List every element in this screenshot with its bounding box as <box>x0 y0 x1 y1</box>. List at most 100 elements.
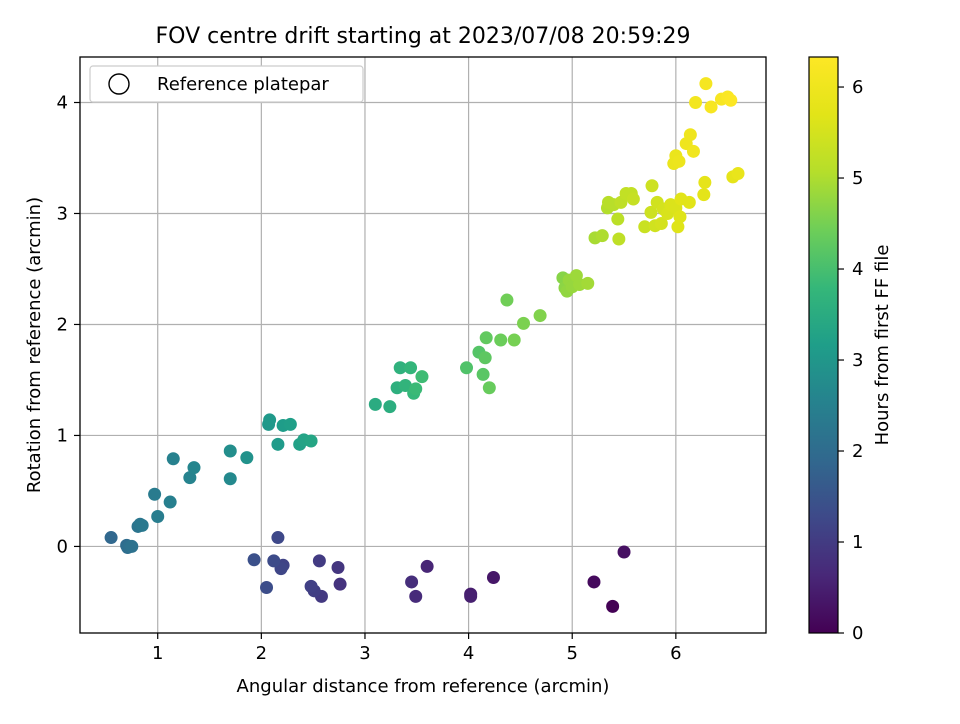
scatter-point <box>409 589 423 603</box>
scatter-point <box>507 333 521 347</box>
scatter-point <box>638 220 652 234</box>
scatter-point <box>486 571 500 585</box>
legend-entry-label: Reference platepar <box>157 74 329 95</box>
scatter-point <box>260 580 274 594</box>
x-axis-label: Angular distance from reference (arcmin) <box>237 676 610 697</box>
scatter-point <box>404 361 418 375</box>
colorbar: 0 1 2 3 4 5 6 Hours from first FF file <box>808 56 893 644</box>
colorbar-tick-label: 5 <box>852 168 863 189</box>
scatter-point <box>704 100 718 114</box>
scatter-point <box>405 575 419 589</box>
scatter-point <box>697 188 711 202</box>
colorbar-tick-label: 2 <box>852 441 863 462</box>
data-points <box>104 77 745 613</box>
plot-frame <box>79 56 767 634</box>
y-tick-label: 0 <box>57 536 68 557</box>
scatter-point <box>672 154 686 168</box>
scatter-point <box>476 367 490 381</box>
scatter-point <box>263 413 277 427</box>
scatter-point <box>464 589 478 603</box>
y-axis-label: Rotation from reference (arcmin) <box>24 197 45 493</box>
scatter-point <box>479 331 493 345</box>
scatter-point <box>415 370 429 384</box>
colorbar-tick-label: 3 <box>852 350 863 371</box>
scatter-point <box>368 397 382 411</box>
x-tick-label: 2 <box>256 643 267 664</box>
scatter-point <box>482 381 496 395</box>
scatter-point <box>304 579 318 593</box>
colorbar-tick-label: 1 <box>852 532 863 553</box>
colorbar-tick-label: 4 <box>852 259 863 280</box>
scatter-point <box>135 518 149 532</box>
scatter-point <box>187 461 201 475</box>
x-tick-label: 5 <box>566 643 577 664</box>
scatter-point <box>166 452 180 466</box>
scatter-point <box>393 361 407 375</box>
x-tick-label: 1 <box>152 643 163 664</box>
scatter-point <box>271 531 285 545</box>
scatter-point <box>686 144 700 158</box>
scatter-point <box>671 220 685 234</box>
scatter-point <box>533 309 547 323</box>
scatter-point <box>267 554 281 568</box>
scatter-point <box>644 205 658 219</box>
chart-title: FOV centre drift starting at 2023/07/08 … <box>156 24 691 49</box>
y-tick-label: 1 <box>57 425 68 446</box>
scatter-point <box>517 316 531 330</box>
scatter-point <box>333 577 347 591</box>
scatter-point <box>398 379 412 393</box>
scatter-point <box>698 175 712 189</box>
scatter-point <box>271 437 285 451</box>
colorbar-tick-label: 6 <box>852 77 863 98</box>
scatter-point <box>581 276 595 290</box>
scatter-point <box>240 451 254 465</box>
legend: Reference platepar <box>89 65 364 103</box>
colorbar-gradient <box>808 56 839 634</box>
scatter-point <box>420 559 434 573</box>
x-tick-label: 4 <box>463 643 474 664</box>
scatter-point <box>606 599 620 613</box>
axis-ticks: 1 2 3 4 5 6 0 1 2 3 4 <box>57 93 682 664</box>
legend-open-circle-marker <box>108 73 130 95</box>
scatter-point <box>409 382 423 396</box>
scatter-point <box>478 351 492 365</box>
scatter-point <box>731 167 745 181</box>
y-tick-label: 3 <box>57 203 68 224</box>
scatter-point <box>654 216 668 230</box>
scatter-point <box>104 531 118 545</box>
colorbar-tick-label: 0 <box>852 623 863 644</box>
scatter-point <box>223 444 237 458</box>
legend-box <box>89 65 364 103</box>
scatter-point <box>645 179 659 193</box>
scatter-point <box>683 128 697 142</box>
scatter-point <box>247 553 261 567</box>
grid <box>80 57 766 633</box>
x-tick-label: 3 <box>359 643 370 664</box>
scatter-point <box>460 361 474 375</box>
scatter-point <box>612 232 626 246</box>
scatter-point <box>587 575 601 589</box>
scatter-point <box>626 192 640 206</box>
scatter-point <box>183 471 197 485</box>
scatter-point <box>383 400 397 414</box>
scatter-point <box>163 495 177 509</box>
scatter-point <box>148 487 162 501</box>
scatter-point <box>223 472 237 486</box>
scatter-point <box>617 545 631 559</box>
scatter-point <box>682 195 696 209</box>
scatter-point <box>724 93 738 107</box>
scatter-point <box>331 561 345 575</box>
scatter-point <box>304 434 318 448</box>
x-tick-label: 6 <box>670 643 681 664</box>
scatter-point <box>699 77 713 91</box>
scatter-point <box>151 509 165 523</box>
scatter-point <box>689 96 703 110</box>
colorbar-label: Hours from first FF file <box>872 245 893 446</box>
scatter-point <box>283 417 297 431</box>
scatter-point <box>125 539 139 553</box>
scatter-point <box>611 212 625 226</box>
colorbar-ticks: 0 1 2 3 4 5 6 <box>838 77 863 644</box>
scatter-point <box>494 333 508 347</box>
scatter-point <box>595 229 609 243</box>
